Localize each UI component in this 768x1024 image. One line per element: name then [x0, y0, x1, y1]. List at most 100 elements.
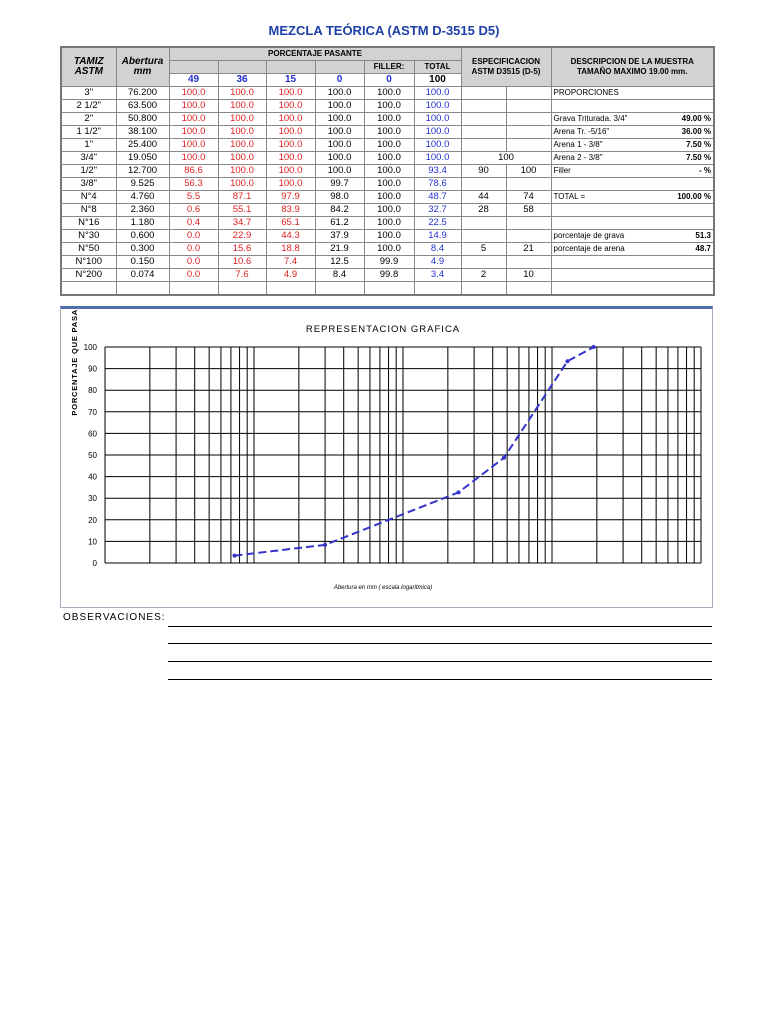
- table-row: [60, 281, 715, 296]
- table-row: N°100 0.150 0.0 10.6 7.4 12.5 99.9 4.9: [60, 255, 715, 269]
- pasante-cell: 100.0: [363, 112, 415, 126]
- pasante-cell: 55.1: [217, 203, 267, 217]
- empty-cell: [460, 99, 507, 113]
- empty-cell: [505, 125, 552, 139]
- pasante-cell: 22.5: [413, 216, 462, 230]
- empty-cell: [460, 229, 507, 243]
- spec-max-cell: 10: [505, 268, 552, 282]
- spec-max-cell: 74: [505, 190, 552, 204]
- observation-line[interactable]: [168, 626, 712, 627]
- description-label: Filler: [553, 166, 571, 175]
- tamiz-cell: 1": [60, 138, 117, 152]
- description-cell: [550, 268, 715, 282]
- description-cell: porcentaje de arena 48.7: [550, 242, 715, 256]
- abertura-cell: 50.800: [115, 112, 170, 126]
- pasante-cell: 100.0: [363, 125, 415, 139]
- pasante-cell: 100.0: [314, 151, 365, 165]
- pasante-cell: 100.0: [413, 138, 462, 152]
- observation-line[interactable]: [168, 679, 712, 680]
- table-row: N°200 0.074 0.0 7.6 4.9 8.4 99.8 3.4 2 10: [60, 268, 715, 282]
- pasante-cell: 100.0: [413, 125, 462, 139]
- observation-line[interactable]: [168, 661, 712, 662]
- y-axis-label: PORCENTAJE QUE PASA: [70, 309, 79, 416]
- abertura-cell: 0.074: [115, 268, 170, 282]
- pasante-cell: 61.2: [314, 216, 365, 230]
- pasante-cell: 100.0: [217, 112, 267, 126]
- gradation-table: TAMIZ ASTM Abertura mm PORCENTAJE PASANT…: [60, 46, 715, 296]
- spec-max-cell: 100: [505, 164, 552, 178]
- empty-cell: [505, 177, 552, 191]
- empty-cell: [314, 281, 365, 296]
- header-especificacion: ESPECIFICACION ASTM D3515 (D-5): [460, 46, 552, 87]
- data-point: [232, 553, 237, 558]
- pasante-cell: 84.2: [314, 203, 365, 217]
- empty-cell: [505, 255, 552, 269]
- empty-cell: [505, 138, 552, 152]
- observation-line[interactable]: [168, 643, 712, 644]
- pasante-cell: 100.0: [265, 138, 316, 152]
- tamiz-cell: N°200: [60, 268, 117, 282]
- pasante-cell: 78.6: [413, 177, 462, 191]
- description-cell: [550, 216, 715, 230]
- pasante-cell: 100.0: [168, 151, 219, 165]
- y-tick-label: 90: [88, 365, 97, 374]
- y-tick-label: 70: [88, 408, 97, 417]
- header-porcentaje-pasante: PORCENTAJE PASANTE: [168, 46, 462, 61]
- proportion-value: 15: [265, 73, 316, 87]
- chart-panel: REPRESENTACION GRAFICA PORCENTAJE QUE PAS…: [60, 306, 713, 608]
- pasante-cell: 100.0: [363, 177, 415, 191]
- table-row: 1 1/2" 38.100 100.0 100.0 100.0 100.0 100.0 100…: [60, 125, 715, 139]
- pasante-cell: 10.6: [217, 255, 267, 269]
- description-label: Arena Tr. -5/16": [553, 127, 610, 136]
- description-cell: [550, 255, 715, 269]
- description-label: TOTAL =: [553, 192, 586, 201]
- y-tick-label: 20: [88, 516, 97, 525]
- y-tick-label: 10: [88, 537, 97, 546]
- pasante-cell: 100.0: [265, 86, 316, 100]
- pasante-cell: 48.7: [413, 190, 462, 204]
- pasante-cell: 100.0: [363, 203, 415, 217]
- pasante-cell: 0.6: [168, 203, 219, 217]
- gradation-curve: [234, 346, 595, 557]
- y-tick-label: 100: [84, 343, 98, 352]
- pasante-cell: 100.0: [363, 151, 415, 165]
- pasante-cell: 22.9: [217, 229, 267, 243]
- table-row: 2" 50.800 100.0 100.0 100.0 100.0 100.0 100.0 Gr…: [60, 112, 715, 126]
- description-cell: [550, 177, 715, 191]
- pasante-cell: 100.0: [363, 242, 415, 256]
- table-row: N°16 1.180 0.4 34.7 65.1 61.2 100.0 22.5: [60, 216, 715, 230]
- chart-title: REPRESENTACION GRAFICA: [306, 324, 460, 335]
- pasante-cell: 100.0: [363, 190, 415, 204]
- table-row: N°8 2.360 0.6 55.1 83.9 84.2 100.0 32.7 28 58: [60, 203, 715, 217]
- empty-cell: [460, 255, 507, 269]
- pasante-cell: 100.0: [363, 99, 415, 113]
- table-row: N°30 0.600 0.0 22.9 44.3 37.9 100.0 14.9 porcent…: [60, 229, 715, 243]
- tamiz-cell: N°100: [60, 255, 117, 269]
- empty-cell: [168, 281, 219, 296]
- empty-cell: [460, 216, 507, 230]
- spec-cell: 100: [460, 151, 552, 165]
- description-value: 36.00 %: [681, 127, 711, 136]
- description-value: - %: [699, 166, 711, 175]
- pasante-cell: 0.0: [168, 255, 219, 269]
- table-row: 3/8" 9.525 56.3 100.0 100.0 99.7 100.0 78.6: [60, 177, 715, 191]
- abertura-cell: 2.360: [115, 203, 170, 217]
- observaciones-label: OBSERVACIONES:: [63, 612, 166, 623]
- empty-cell: [460, 125, 507, 139]
- pasante-cell: 83.9: [265, 203, 316, 217]
- description-value: 51.3: [695, 231, 711, 240]
- description-label: PROPORCIONES: [553, 88, 619, 97]
- pasante-cell: 4.9: [413, 255, 462, 269]
- tamiz-cell: 3/8": [60, 177, 117, 191]
- pasante-cell: 97.9: [265, 190, 316, 204]
- pasante-cell: 21.9: [314, 242, 365, 256]
- pasante-cell: 100.0: [314, 86, 365, 100]
- x-axis-label: Abertura en mm ( escala logaritmica): [333, 585, 432, 591]
- y-tick-label: 40: [88, 473, 97, 482]
- data-point: [591, 345, 596, 349]
- description-cell: Filler - %: [550, 164, 715, 178]
- empty-cell: [505, 112, 552, 126]
- table-row: 3" 76.200 100.0 100.0 100.0 100.0 100.0 100.0 PR…: [60, 86, 715, 100]
- pasante-cell: 99.7: [314, 177, 365, 191]
